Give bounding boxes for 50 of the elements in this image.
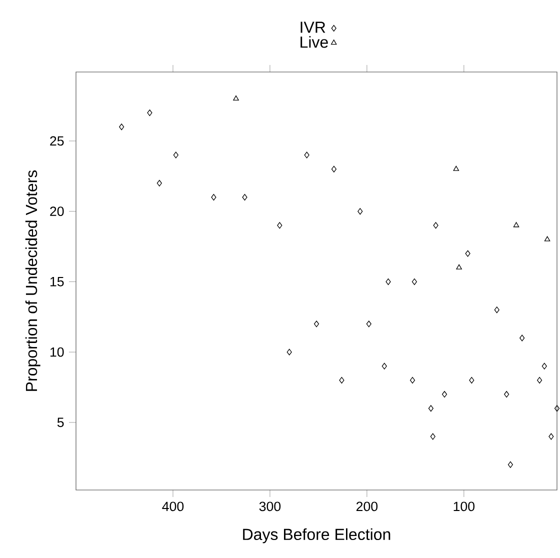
point: [442, 391, 448, 398]
point: [242, 194, 248, 201]
point: [456, 264, 462, 270]
x-tick-label: 300: [259, 502, 281, 512]
point: [548, 433, 554, 440]
point: [286, 348, 292, 356]
x-tick-label: 400: [162, 502, 184, 512]
point: [314, 320, 320, 328]
point: [513, 222, 520, 228]
point: [386, 278, 391, 285]
point: [433, 222, 438, 229]
point: [366, 320, 372, 328]
x-axis-title: Days Before Election: [243, 528, 390, 544]
point: [494, 306, 500, 314]
point: [537, 376, 542, 384]
point: [156, 180, 162, 186]
point: [147, 110, 152, 116]
point: [508, 461, 513, 468]
point: [430, 433, 436, 440]
x-tick-label: 100: [454, 502, 474, 512]
point: [331, 166, 336, 172]
point: [542, 362, 547, 370]
point: [358, 208, 363, 215]
y-tick-label: 15: [50, 277, 64, 286]
point: [412, 278, 417, 285]
point: [465, 250, 470, 257]
point: [428, 405, 434, 412]
x-tick-label: 200: [356, 502, 378, 512]
point: [211, 194, 216, 201]
point: [233, 95, 239, 101]
y-tick-label: 10: [50, 347, 64, 357]
y-tick-label: 20: [50, 206, 64, 216]
point: [382, 362, 387, 370]
y-tick-label: 25: [50, 136, 64, 146]
point: [554, 405, 560, 412]
point: [339, 376, 344, 384]
legend-label: Live: [300, 36, 328, 48]
point: [453, 166, 460, 171]
y-axis-title: Proportion of Undecided Voters: [25, 170, 40, 391]
point: [544, 236, 550, 242]
point: [520, 334, 525, 342]
y-tick-label: 5: [57, 418, 64, 428]
point: [173, 152, 178, 158]
point: [277, 222, 282, 229]
point: [304, 152, 310, 158]
point: [504, 391, 510, 398]
point: [119, 124, 124, 130]
point: [469, 376, 474, 384]
point: [410, 376, 416, 384]
legend-label: IVR: [300, 22, 326, 33]
